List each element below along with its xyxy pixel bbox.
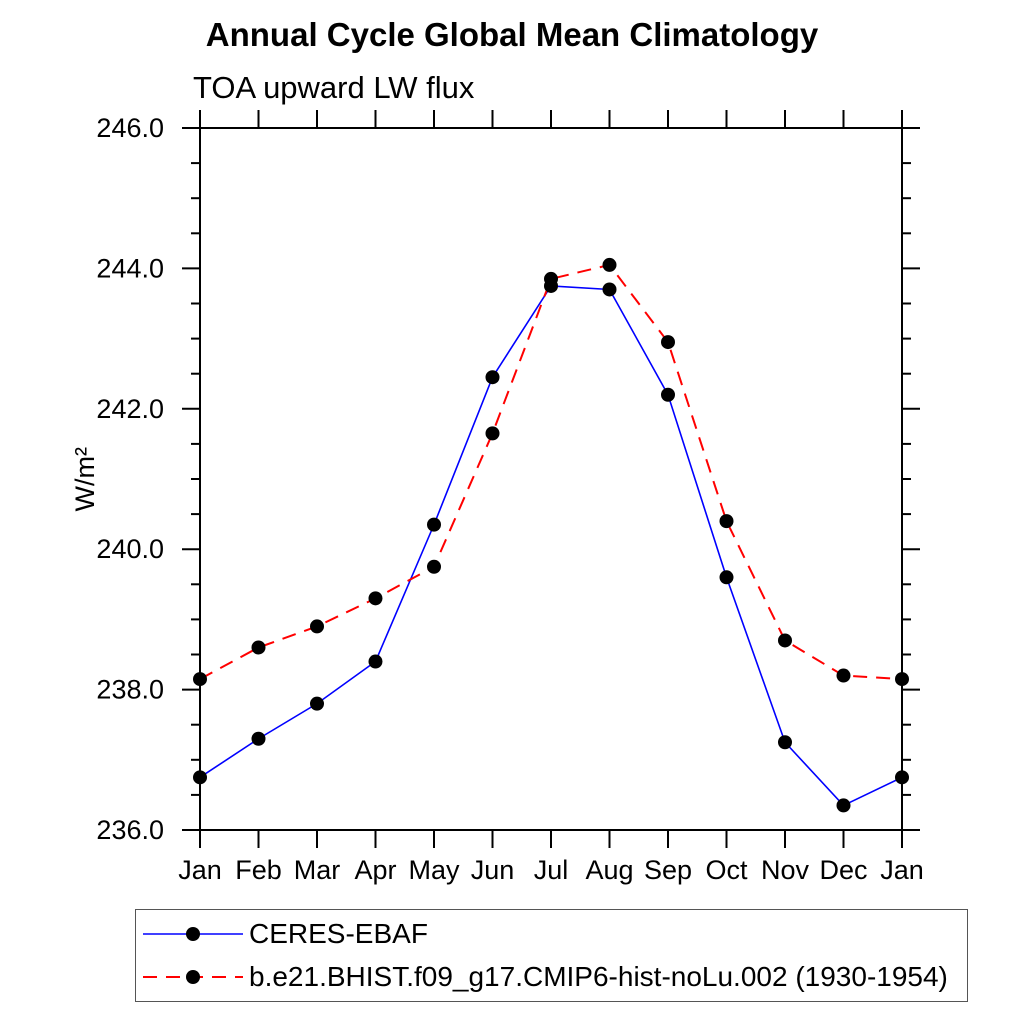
x-tick-label: Nov (761, 855, 810, 885)
x-tick-label: Feb (235, 855, 282, 885)
legend-marker-icon (186, 970, 200, 984)
series-line-1 (199, 263, 903, 681)
x-tick-label: Sep (644, 855, 692, 885)
legend-item-1: b.e21.BHIST.f09_g17.CMIP6-hist-noLu.002 … (136, 958, 967, 996)
chart-title: Annual Cycle Global Mean Climatology (205, 16, 819, 53)
y-tick-label: 236.0 (96, 815, 164, 845)
x-tick-label: Dec (819, 855, 867, 885)
data-point-marker (778, 735, 792, 750)
data-point-marker (427, 559, 441, 574)
legend-item-label: CERES-EBAF (249, 918, 428, 949)
x-tick-label: Jul (534, 855, 569, 885)
data-point-marker (895, 770, 909, 785)
data-point-marker (310, 619, 324, 634)
data-point-marker (251, 640, 266, 655)
x-tick-label: Apr (354, 855, 396, 885)
y-tick-label: 238.0 (96, 675, 164, 705)
y-tick-label: 242.0 (96, 394, 164, 424)
y-tick-label: 246.0 (96, 113, 164, 143)
legend-line-sample-1 (143, 970, 243, 984)
data-point-marker (836, 668, 851, 683)
legend-marker-icon (186, 927, 200, 941)
data-point-marker (193, 770, 207, 785)
x-tick-label: Jan (880, 855, 924, 885)
x-tick-label: May (408, 855, 460, 885)
y-tick-label: 240.0 (96, 534, 164, 564)
x-tick-label: Oct (705, 855, 748, 885)
data-point-marker (544, 271, 558, 286)
legend-rows: CERES-EBAF b.e21.BHIST.f09_g17.CMIP6-hist… (136, 910, 967, 1001)
chart-subtitle: TOA upward LW flux (193, 70, 475, 105)
legend-item-label: b.e21.BHIST.f09_g17.CMIP6-hist-noLu.002 … (249, 961, 948, 992)
x-tick-label: Mar (294, 855, 341, 885)
x-tick-label: Jan (178, 855, 222, 885)
y-tick-label: 244.0 (96, 253, 164, 283)
data-point-marker (719, 570, 734, 585)
data-point-marker (310, 696, 324, 711)
data-point-marker (427, 517, 441, 532)
legend-item-0: CERES-EBAF (136, 915, 967, 953)
data-point-marker (661, 335, 675, 350)
legend-line-sample-0 (143, 927, 243, 941)
data-point-marker (836, 798, 851, 813)
x-tick-label: Aug (585, 855, 633, 885)
data-point-marker (368, 654, 383, 669)
data-point-marker (661, 387, 675, 402)
data-point-marker (485, 370, 500, 385)
legend: CERES-EBAF b.e21.BHIST.f09_g17.CMIP6-hist… (135, 909, 968, 1002)
data-point-marker (719, 514, 734, 529)
data-point-marker (778, 633, 792, 648)
data-point-marker (368, 591, 383, 606)
data-point-marker (251, 731, 266, 746)
data-point-marker (602, 257, 617, 272)
data-point-marker (602, 282, 617, 297)
series-line-0 (199, 285, 903, 807)
data-point-marker (485, 426, 500, 441)
data-point-marker (895, 672, 909, 687)
data-point-marker (193, 672, 207, 687)
x-tick-label: Jun (471, 855, 515, 885)
plot-frame (199, 127, 903, 831)
